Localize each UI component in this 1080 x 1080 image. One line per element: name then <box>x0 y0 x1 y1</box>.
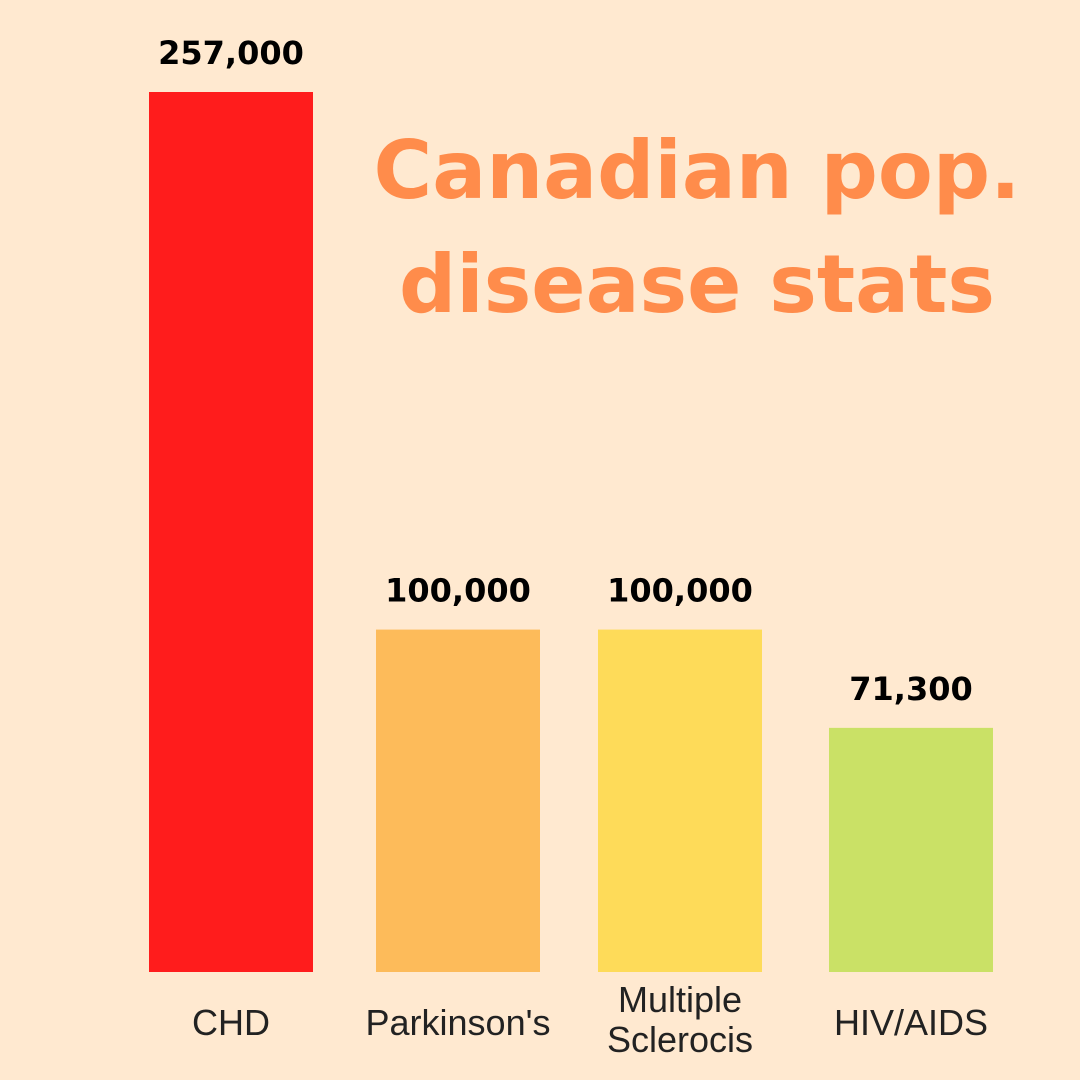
value-label-chd: 257,000 <box>158 34 304 72</box>
value-label-hiv-aids: 71,300 <box>849 670 972 708</box>
value-label-parkinsons: 100,000 <box>385 572 531 610</box>
chart-title-line-1: Canadian pop. <box>374 124 1021 217</box>
category-label-multiple-sclerocis-line-2: Sclerocis <box>607 1019 753 1060</box>
chart-title-line-2: disease stats <box>399 238 995 331</box>
category-label-chd: CHD <box>192 1002 270 1043</box>
bar-chd <box>149 92 313 972</box>
bar-parkinsons <box>376 629 540 972</box>
bar-multiple-sclerocis <box>598 629 762 972</box>
value-label-multiple-sclerocis: 100,000 <box>607 572 753 610</box>
value-labels-group: 257,000 100,000 100,000 71,300 <box>158 34 973 708</box>
category-label-hiv-aids: HIV/AIDS <box>834 1002 988 1043</box>
bar-hiv-aids <box>829 727 993 972</box>
category-label-parkinsons: Parkinson's <box>366 1002 551 1043</box>
bars-group <box>149 92 993 972</box>
category-label-multiple-sclerocis-line-1: Multiple <box>618 979 742 1020</box>
